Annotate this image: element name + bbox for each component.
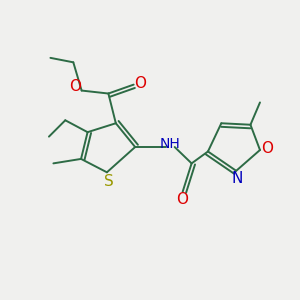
- Text: O: O: [261, 141, 273, 156]
- Text: O: O: [176, 191, 188, 206]
- Text: N: N: [231, 171, 243, 186]
- Text: NH: NH: [160, 137, 181, 151]
- Text: O: O: [134, 76, 146, 91]
- Text: O: O: [69, 80, 81, 94]
- Text: S: S: [103, 174, 113, 189]
